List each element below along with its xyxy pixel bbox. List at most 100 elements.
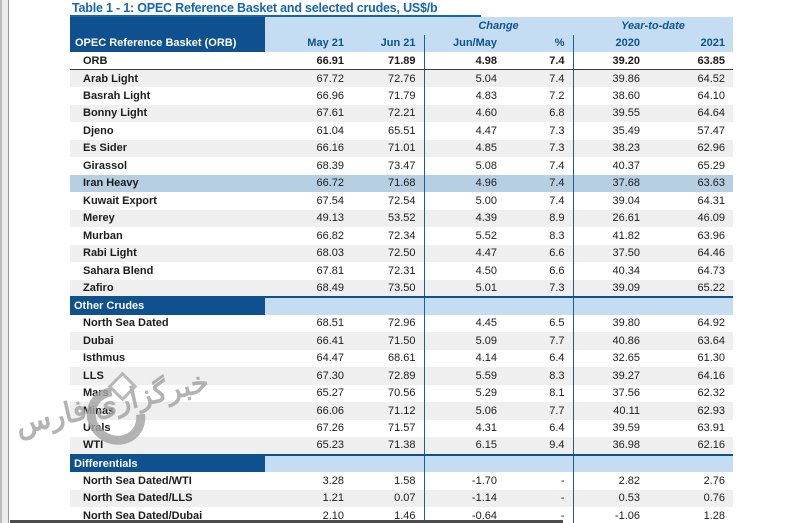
cell-value: 4.50 [424, 262, 505, 280]
cell-value: 37.68 [573, 174, 648, 192]
table-row: Isthmus 64.47 68.61 4.14 6.4 32.65 61.30 [70, 349, 733, 367]
cell-value: 71.57 [352, 419, 425, 437]
cell-value: 7.4 [505, 192, 574, 210]
cell-value: 8.1 [505, 384, 574, 402]
cell-value: 4.47 [424, 122, 505, 140]
section-header-fill [573, 296, 648, 315]
cell-value: 66.16 [265, 139, 352, 157]
cell-value: 7.4 [505, 174, 574, 192]
cell-value: 5.06 [424, 402, 505, 420]
cell-value: 2.82 [573, 472, 648, 490]
row-label: Zafiro [70, 279, 265, 297]
cell-value: 66.91 [265, 52, 352, 70]
cell-value: 65.29 [648, 157, 733, 175]
cell-value: 7.4 [505, 52, 574, 70]
cell-value: 67.81 [265, 262, 352, 280]
cell-value: 5.59 [424, 367, 505, 385]
cell-value: 6.4 [505, 419, 574, 437]
cell-value: 62.16 [648, 437, 733, 455]
cell-value: 71.38 [352, 437, 425, 455]
cell-value: 0.76 [648, 489, 733, 507]
cell-value: 72.50 [352, 244, 425, 262]
cell-value: -1.14 [424, 489, 505, 507]
row-label: Dubai [70, 332, 265, 350]
cell-value: 67.54 [265, 192, 352, 210]
cell-value: 37.50 [573, 244, 648, 262]
cell-value: 64.10 [648, 87, 733, 105]
table-row: Urals 67.26 71.57 4.31 6.4 39.59 63.91 [70, 419, 733, 437]
cell-value: 4.47 [424, 244, 505, 262]
column-header-2020: 2020 [573, 35, 648, 52]
table-title: Table 1 - 1: OPEC Reference Basket and s… [72, 1, 438, 15]
cell-value: 68.39 [265, 157, 352, 175]
cell-value: 53.52 [352, 209, 425, 227]
cell-value: 61.04 [265, 122, 352, 140]
cell-value: 71.12 [352, 402, 425, 420]
cell-value: 73.47 [352, 157, 425, 175]
cell-value: 71.68 [352, 174, 425, 192]
column-header-may21: May 21 [265, 35, 352, 52]
cell-value: 7.3 [505, 139, 574, 157]
cell-value: 46.09 [648, 209, 733, 227]
cell-value: -1.06 [573, 507, 648, 523]
table-row: North Sea Dated/WTI 3.28 1.58 -1.70-2.82 2.7… [70, 472, 733, 490]
section-header-fill [648, 296, 733, 315]
table-row: Murban 66.82 72.34 5.52 8.3 41.82 63.96 [70, 227, 733, 245]
table-row: Girassol 68.39 73.47 5.08 7.4 40.37 65.29 [70, 157, 733, 175]
cell-value: 39.27 [573, 367, 648, 385]
row-label: North Sea Dated/WTI [70, 472, 265, 490]
cell-value: 7.2 [505, 87, 574, 105]
cell-value: 49.13 [265, 209, 352, 227]
section-header-fill [265, 296, 352, 315]
cell-value: 67.30 [265, 367, 352, 385]
cell-value: 5.08 [424, 157, 505, 175]
cell-value: 9.4 [505, 437, 574, 455]
row-label: Urals [70, 419, 265, 437]
cell-value: 65.27 [265, 384, 352, 402]
section-header-fill [352, 296, 425, 315]
table-row: Basrah Light 66.96 71.79 4.83 7.2 38.60 64.10 [70, 87, 733, 105]
cell-value: 68.49 [265, 279, 352, 297]
cell-value: 7.4 [505, 157, 574, 175]
cell-value: 5.29 [424, 384, 505, 402]
cell-value: 72.76 [352, 69, 425, 87]
row-label: Minas [70, 402, 265, 420]
cell-value: 64.16 [648, 367, 733, 385]
row-label: Sahara Blend [70, 262, 265, 280]
table-row: Mars 65.27 70.56 5.29 8.1 37.56 62.32 [70, 384, 733, 402]
cell-value: 72.21 [352, 104, 425, 122]
column-header-pct: % [505, 35, 574, 52]
row-label: Es Sider [70, 139, 265, 157]
cell-value: 65.23 [265, 437, 352, 455]
cell-value: 37.56 [573, 384, 648, 402]
header-group-row: OPEC Reference Basket (ORB) Change Year-… [70, 17, 733, 52]
cell-value: 66.06 [265, 402, 352, 420]
table-row: Iran Heavy 66.72 71.68 4.96 7.4 37.68 63.63 [70, 174, 733, 192]
section-header-fill [505, 453, 574, 472]
row-label: Basrah Light [70, 87, 265, 105]
row-label: Merey [70, 209, 265, 227]
cell-value: 4.14 [424, 349, 505, 367]
cell-value: 7.3 [505, 122, 574, 140]
cell-value: 4.83 [424, 87, 505, 105]
cell-value: 64.47 [265, 349, 352, 367]
row-label: North Sea Dated [70, 314, 265, 332]
cell-value: 39.86 [573, 69, 648, 87]
cell-value: 3.28 [265, 472, 352, 490]
cell-value: 67.72 [265, 69, 352, 87]
group-header-ytd: Year-to-date [573, 17, 733, 35]
cell-value: 62.96 [648, 139, 733, 157]
cell-value: 4.85 [424, 139, 505, 157]
cell-value: 39.80 [573, 314, 648, 332]
section-header-fill [352, 453, 425, 472]
cell-value: 66.72 [265, 174, 352, 192]
cell-value: -0.64 [424, 507, 505, 523]
table-row: Kuwait Export 67.54 72.54 5.00 7.4 39.04 64.31 [70, 192, 733, 210]
cell-value: 39.55 [573, 104, 648, 122]
cell-value: 39.04 [573, 192, 648, 210]
row-label: WTI [70, 437, 265, 455]
row-label: Mars [70, 384, 265, 402]
cell-value: 63.85 [648, 52, 733, 70]
table-row: Rabi Light 68.03 72.50 4.47 6.6 37.50 64.46 [70, 244, 733, 262]
